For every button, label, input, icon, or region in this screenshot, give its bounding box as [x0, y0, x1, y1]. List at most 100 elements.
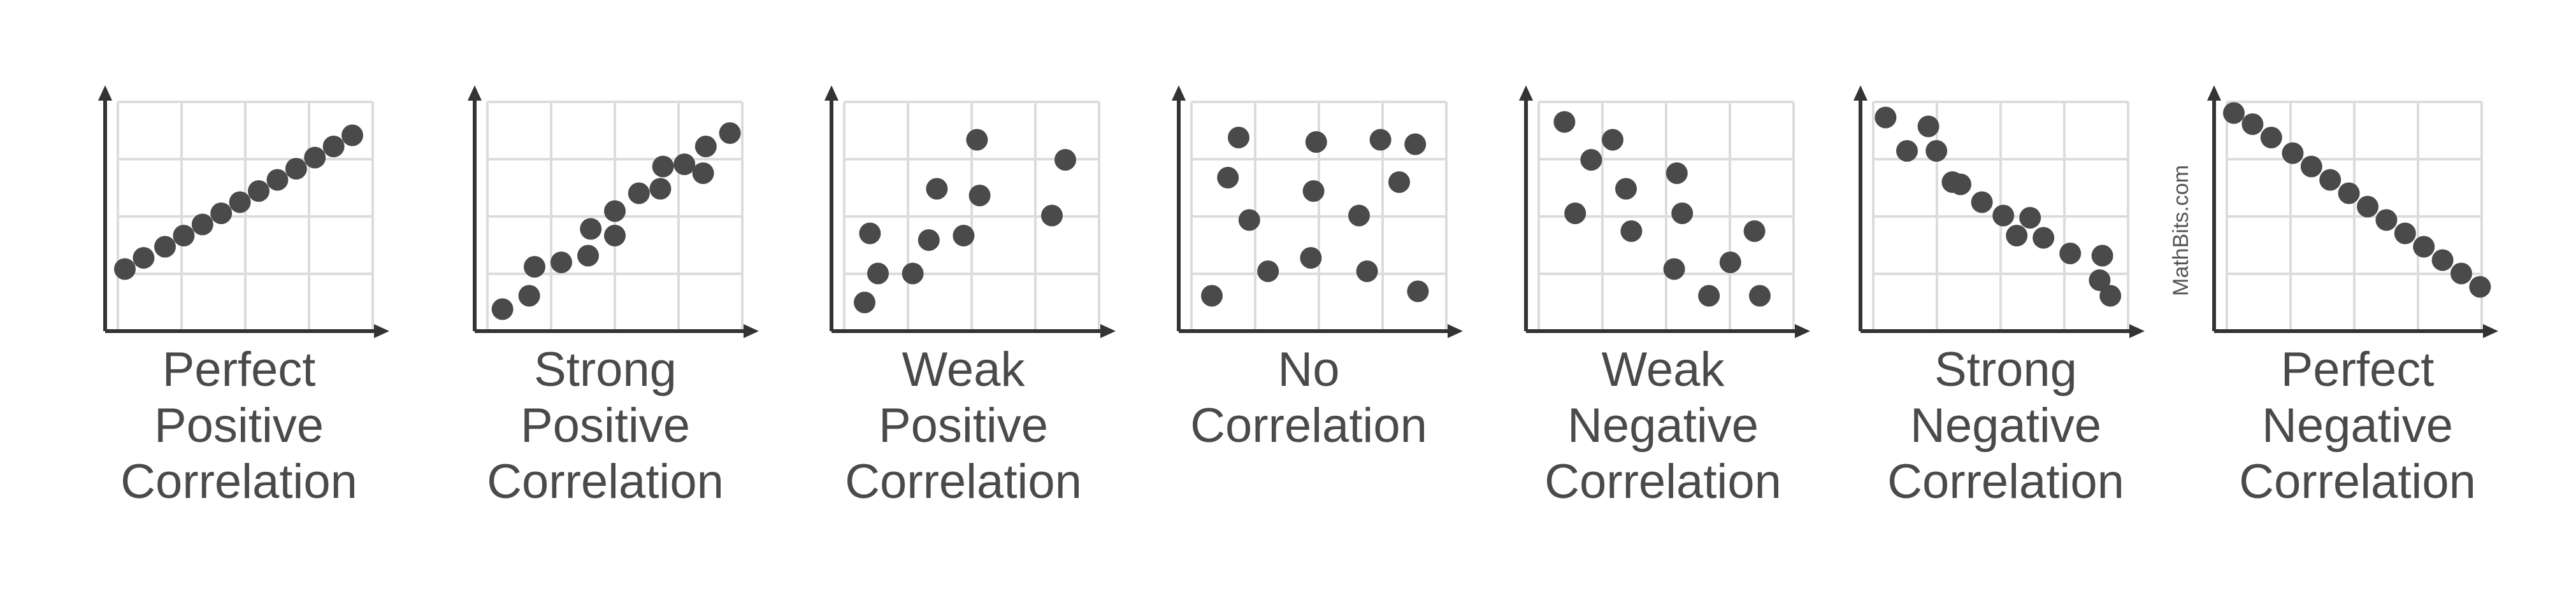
panel-1-data-point: [133, 247, 155, 269]
panel-3-label: Weak Positive Correlation: [785, 342, 1142, 510]
panel-2-data-point: [604, 225, 626, 246]
panel-5-data-point: [1719, 252, 1741, 273]
panel-2-data-point: [673, 153, 696, 175]
panel-7-data-point: [2469, 276, 2491, 298]
panel-7-data-point: [2223, 102, 2245, 124]
panel-5-data-point: [1698, 285, 1720, 307]
panel-4-label: No Correlation: [1130, 342, 1487, 454]
panel-2-label-line-2: Positive: [520, 399, 691, 453]
panel-7-label-line-3: Correlation: [2239, 455, 2476, 509]
panel-6-data-point: [2033, 227, 2055, 249]
panel-5-label-line-1: Weak: [1601, 343, 1725, 397]
panel-7-data-point: [2319, 169, 2342, 191]
panel-7-x-axis-arrow: [2483, 324, 2498, 338]
panel-7-label-line-1: Perfect: [2280, 343, 2435, 397]
panel-4-data-point: [1407, 280, 1429, 302]
panel-4-label-line-1: No: [1277, 343, 1340, 397]
panel-1-y-axis-arrow: [98, 85, 112, 101]
panel-2-x-axis-arrow: [744, 324, 759, 338]
panel-1-data-point: [322, 136, 345, 157]
panel-1-x-axis-arrow: [374, 324, 389, 338]
panel-3-label-line-1: Weak: [902, 343, 1025, 397]
panel-6-data-point: [1950, 173, 1971, 195]
panel-5-label-line-3: Correlation: [1544, 455, 1781, 509]
panel-2-data-point: [719, 122, 741, 144]
panel-3-data-point: [926, 178, 948, 200]
panel-4-data-point: [1404, 133, 1427, 155]
panel-7-data-point: [2241, 113, 2264, 135]
panel-7-data-point: [2260, 127, 2282, 148]
panel-5-label: Weak Negative Correlation: [1485, 342, 1841, 510]
panel-6-data-point: [2089, 269, 2111, 291]
panel-1-label-line-2: Positive: [154, 399, 324, 453]
panel-1-data-point: [210, 202, 233, 224]
panel-6-data-point: [2059, 243, 2082, 264]
panel-5-data-point: [1553, 111, 1576, 133]
panel-2-label-line-3: Correlation: [487, 455, 724, 509]
panel-5-data-point: [1620, 220, 1643, 242]
panel-6-x-axis-arrow: [2129, 324, 2145, 338]
panel-1-data-point: [304, 146, 326, 169]
panel-2-data-point: [491, 298, 514, 320]
panel-6-data-point: [1992, 204, 2015, 227]
panel-6-label-line-1: Strong: [1934, 343, 2077, 397]
panel-4-data-point: [1356, 260, 1378, 282]
panel-2-data-point: [524, 256, 545, 278]
panel-2-label-line-1: Strong: [534, 343, 677, 397]
panel-4-data-point: [1228, 127, 1249, 148]
panel-3-data-point: [953, 225, 975, 246]
panel-1-data-point: [114, 258, 136, 280]
panel-4-data-point: [1388, 171, 1410, 193]
panel-4-x-axis-arrow: [1448, 324, 1463, 338]
panel-4-data-point: [1201, 285, 1223, 307]
panel-7-label: Perfect Negative Correlation: [2179, 342, 2536, 510]
panel-3-data-point: [968, 185, 991, 206]
watermark: MathBits.com: [2169, 165, 2193, 296]
panel-3-data-point: [1041, 204, 1063, 227]
panel-5-data-point: [1749, 285, 1771, 307]
panel-6-label: Strong Negative Correlation: [1827, 342, 2184, 510]
panel-3-data-point: [1054, 149, 1076, 171]
watermark-text: MathBits.com: [2169, 165, 2193, 296]
panel-5-data-point: [1580, 149, 1602, 171]
panel-4-data-point: [1369, 129, 1392, 151]
panel-3-data-point: [854, 292, 875, 313]
panel-1-data-point: [266, 169, 289, 191]
panel-6-label-line-2: Negative: [1910, 399, 2101, 453]
panel-1-data-point: [173, 225, 195, 246]
panel-3-data-point: [867, 262, 889, 285]
panel-5-label-line-2: Negative: [1567, 399, 1759, 453]
panel-2-data-point: [628, 182, 650, 204]
panel-4-data-point: [1217, 167, 1239, 188]
panel-2-data-point: [550, 252, 572, 273]
panel-2-data-point: [577, 245, 599, 267]
panel-7-y-axis-arrow: [2207, 85, 2221, 101]
panel-1-data-point: [191, 213, 213, 236]
panel-5-data-point: [1671, 202, 1694, 224]
panel-4-data-point: [1348, 204, 1370, 227]
panel-5-data-point: [1743, 220, 1766, 242]
panel-6-data-point: [1925, 140, 1948, 162]
panel-7-data-point: [2282, 142, 2304, 164]
panel-1-label-line-3: Correlation: [120, 455, 357, 509]
panel-3-label-line-2: Positive: [878, 399, 1049, 453]
panel-5-data-point: [1564, 202, 1587, 224]
panel-6-data-point: [1874, 106, 1897, 129]
panel-3-y-axis-arrow: [824, 85, 838, 101]
panel-4-data-point: [1305, 131, 1327, 153]
panel-5-x-axis-arrow: [1795, 324, 1810, 338]
panel-2-data-point: [694, 136, 717, 157]
panel-6-label-line-3: Correlation: [1887, 455, 2124, 509]
panel-6-data-point: [2091, 245, 2113, 267]
panel-4-data-point: [1300, 247, 1322, 269]
panel-3-data-point: [902, 262, 924, 285]
panel-2-data-point: [692, 162, 714, 184]
panel-4-data-point: [1302, 180, 1325, 202]
panel-4-data-point: [1238, 209, 1260, 231]
panel-6-data-point: [1917, 115, 1939, 138]
panel-7-data-point: [2375, 209, 2398, 231]
panel-4-y-axis-arrow: [1172, 85, 1186, 101]
panel-2-data-point: [649, 178, 672, 200]
panel-6-data-point: [2006, 225, 2028, 246]
